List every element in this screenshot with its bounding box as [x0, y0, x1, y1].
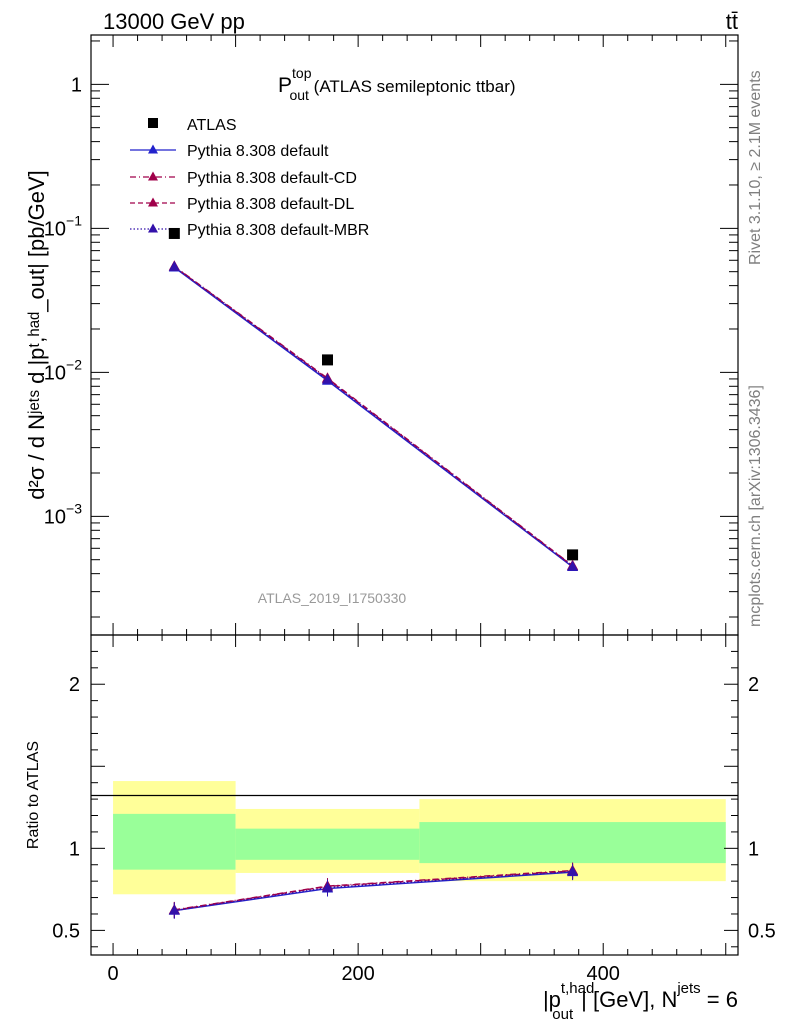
legend-label-dl: Pythia 8.308 default-DL	[187, 196, 354, 213]
ratio-y-tick-label: 2	[69, 674, 80, 696]
legend-entry-atlas: ATLAS	[148, 117, 237, 134]
ratio-data-point	[321, 881, 333, 892]
uncertainty-band-inner	[419, 822, 726, 864]
legend-label-cd: Pythia 8.308 default-CD	[187, 170, 357, 187]
xlabel-sub: out	[552, 1006, 574, 1023]
x-tick-label: 0	[107, 963, 118, 985]
mc-data-point	[168, 260, 180, 271]
ratio-y-tick-label: 1	[69, 838, 80, 860]
ratio-panel: 0 200 400 0.5 0.5 1 1 2 2 Ratio to ATLAS |pt,had…	[25, 634, 776, 1023]
process-label: tt̄	[726, 9, 738, 34]
xlabel-p: |p	[543, 987, 561, 1012]
x-tick-label: 200	[341, 963, 374, 985]
atlas-data-point	[168, 227, 180, 239]
main-y-tick-label: 1	[71, 74, 82, 96]
mc-series-line	[173, 266, 573, 568]
title-sup: top	[292, 65, 312, 81]
legend-label-default: Pythia 8.308 default	[187, 143, 329, 160]
uncertainty-band-inner	[235, 828, 420, 860]
ratio-y-tick-label-right: 1	[748, 838, 759, 860]
legend-label-atlas: ATLAS	[187, 117, 237, 134]
title-sub: out	[289, 87, 309, 103]
plot-title: Ptop out (ATLAS semileptonic ttbar)	[278, 65, 516, 103]
legend-entry-mbr: Pythia 8.308 default-MBR	[130, 222, 369, 239]
legend-entry-cd: Pythia 8.308 default-CD	[130, 170, 357, 187]
ratio-y-tick-label-right: 2	[748, 674, 759, 696]
xlabel-tail: = 6	[701, 987, 738, 1012]
ratio-data-point	[567, 865, 579, 876]
ratio-frame	[90, 634, 739, 956]
atlas-data-point	[567, 549, 579, 561]
uncertainty-band-inner	[113, 813, 236, 870]
legend-label-mbr: Pythia 8.308 default-MBR	[187, 222, 369, 239]
legend-entry-dl: Pythia 8.308 default-DL	[130, 196, 354, 213]
main-y-tick-label: 10−2	[44, 356, 82, 384]
mc-series-line	[173, 265, 573, 567]
mc-data-point	[567, 560, 579, 571]
analysis-watermark: ATLAS_2019_I1750330	[258, 590, 407, 606]
xlabel-rest: | [GeV], N	[581, 987, 677, 1012]
ratio-y-axis-label: Ratio to ATLAS	[25, 741, 42, 849]
ratio-data-point	[168, 904, 180, 915]
x-axis-label: |pt,had out | [GeV], Njets = 6	[543, 980, 738, 1023]
legend-entry-default: Pythia 8.308 default	[130, 143, 329, 160]
main-panel: ATLAS_2019_I1750330 Ptop out (ATLAS semil…	[24, 34, 739, 636]
mc-data-point	[321, 373, 333, 384]
title-rest: (ATLAS semileptonic ttbar)	[309, 77, 516, 96]
xlabel-sup: t,had	[561, 980, 594, 997]
main-y-tick-label: 10−1	[44, 212, 82, 240]
main-y-tick-label: 10−3	[44, 500, 82, 528]
xlabel-sup2: jets	[676, 980, 700, 997]
legend: ATLAS Pythia 8.308 default Pythia 8.308 …	[130, 117, 369, 239]
ratio-y-tick-label-right: 0.5	[748, 920, 776, 942]
mcplots-label: mcplots.cern.ch [arXiv:1306.3436]	[747, 385, 764, 627]
main-y-axis-label: d²σ / d Nʲᵉᵗˢ d |pᵗ,ʰᵃᵈ_out| [pb/GeV]	[24, 170, 49, 499]
ratio-y-tick-label: 0.5	[52, 920, 80, 942]
rivet-label: Rivet 3.1.10, ≥ 2.1M events	[747, 70, 764, 265]
x-tick-label: 400	[587, 963, 620, 985]
energy-label: 13000 GeV pp	[103, 9, 245, 34]
atlas-data-point	[321, 354, 333, 366]
title-main: P	[278, 74, 292, 97]
